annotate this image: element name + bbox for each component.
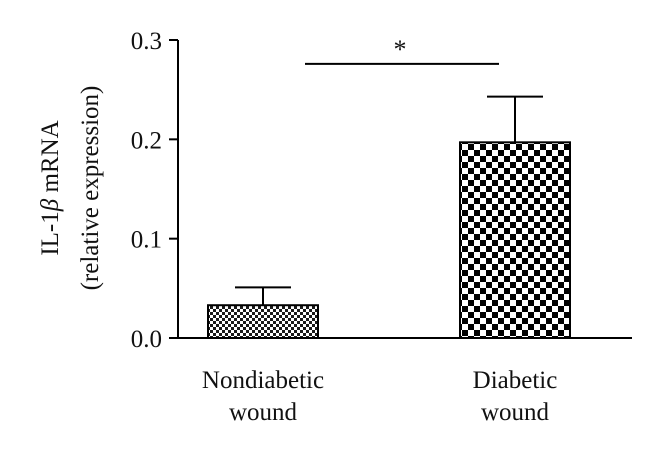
error-bars: [235, 95, 543, 306]
y-axis-label-secondary: (relative expression): [77, 86, 104, 291]
y-tick-label: 0.0: [131, 326, 162, 353]
bars: [207, 141, 571, 339]
y-axis-label: IL-1β mRNA: [37, 120, 64, 255]
bar: [459, 141, 571, 339]
y-ticks: 0.0 0.1 0.2 0.3: [131, 28, 178, 353]
x-tick-label: Nondiabetic: [202, 367, 324, 394]
x-tick-label: Diabetic: [473, 367, 558, 394]
y-tick-label: 0.3: [131, 28, 162, 55]
bar: [207, 304, 319, 339]
significance-star: *: [394, 35, 407, 64]
y-tick-label: 0.2: [131, 127, 162, 154]
x-tick-label-line2: wound: [481, 399, 550, 426]
significance-annotation: *: [305, 35, 499, 65]
x-tick-labels: Nondiabetic wound Diabetic wound: [202, 367, 557, 426]
x-tick-label-line2: wound: [229, 399, 298, 426]
y-tick-label: 0.1: [131, 227, 162, 254]
